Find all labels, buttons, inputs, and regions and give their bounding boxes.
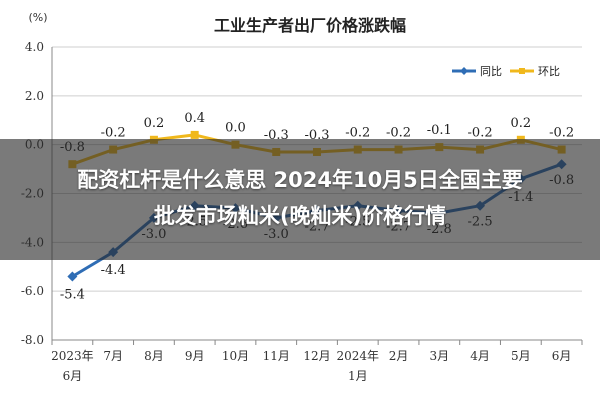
x-tick-label: 2月 (389, 349, 409, 363)
x-tick-label: 4月 (470, 349, 490, 363)
data-label-mom: -0.2 (386, 126, 411, 141)
chart-title: 工业生产者出厂价格涨跌幅 (214, 16, 406, 35)
data-label-mom: 0.2 (511, 116, 532, 131)
data-label-mom: 0.2 (144, 116, 165, 131)
x-tick-label: 5月 (511, 349, 531, 363)
y-tick-label: -8.0 (21, 333, 44, 347)
data-label-mom: -0.2 (468, 126, 493, 141)
x-tick-labels: 2023年 6月 7月 8月 9月 10月 11月 12月 2024年 1月 2月 3月 4月 5月 6月 (51, 349, 571, 383)
headline-overlay (0, 139, 600, 260)
data-label-mom: 0.4 (184, 111, 205, 126)
x-tick-label: 7月 (103, 349, 123, 363)
x-tick-label: 9月 (185, 349, 205, 363)
x-tick-label: 12月 (303, 349, 330, 363)
legend: 同比 环比 (452, 65, 560, 78)
y-tick-label: 2.0 (25, 89, 44, 103)
data-label-mom: -0.2 (549, 126, 574, 141)
legend-label: 同比 (480, 65, 502, 78)
data-label-yoy: -5.4 (60, 288, 85, 303)
legend-marker-yoy (460, 67, 468, 75)
x-tick-label: 3月 (429, 349, 449, 363)
x-tick-label: 2023年 (51, 349, 94, 363)
data-label-yoy: -4.4 (101, 263, 126, 278)
y-tick-label: 4.0 (25, 40, 44, 54)
y-axis-unit: (%) (28, 11, 47, 24)
data-label-mom: -0.2 (345, 126, 370, 141)
x-tick-label: 6月 (63, 369, 83, 383)
x-tick-label: 8月 (144, 349, 164, 363)
legend-marker-mom (519, 68, 525, 74)
y-tick-label: -6.0 (21, 284, 44, 298)
x-tick-label: 2024年 (336, 349, 379, 363)
x-tick-label: 10月 (222, 349, 249, 363)
data-point-mom (190, 130, 199, 139)
data-point-yoy (67, 271, 78, 282)
data-label-mom: -0.2 (101, 126, 126, 141)
x-tick-label: 6月 (552, 349, 572, 363)
headline-line-2: 批发市场籼米(晚籼米)价格行情 (153, 204, 447, 228)
headline-line-1: 配资杠杆是什么意思 2024年10月5日全国主要 (77, 168, 523, 192)
data-label-mom: -0.1 (427, 123, 452, 138)
x-tick-label: 11月 (263, 349, 290, 363)
x-tick-label: 1月 (348, 369, 368, 383)
legend-label: 环比 (538, 65, 560, 78)
data-label-mom: 0.0 (225, 121, 246, 136)
